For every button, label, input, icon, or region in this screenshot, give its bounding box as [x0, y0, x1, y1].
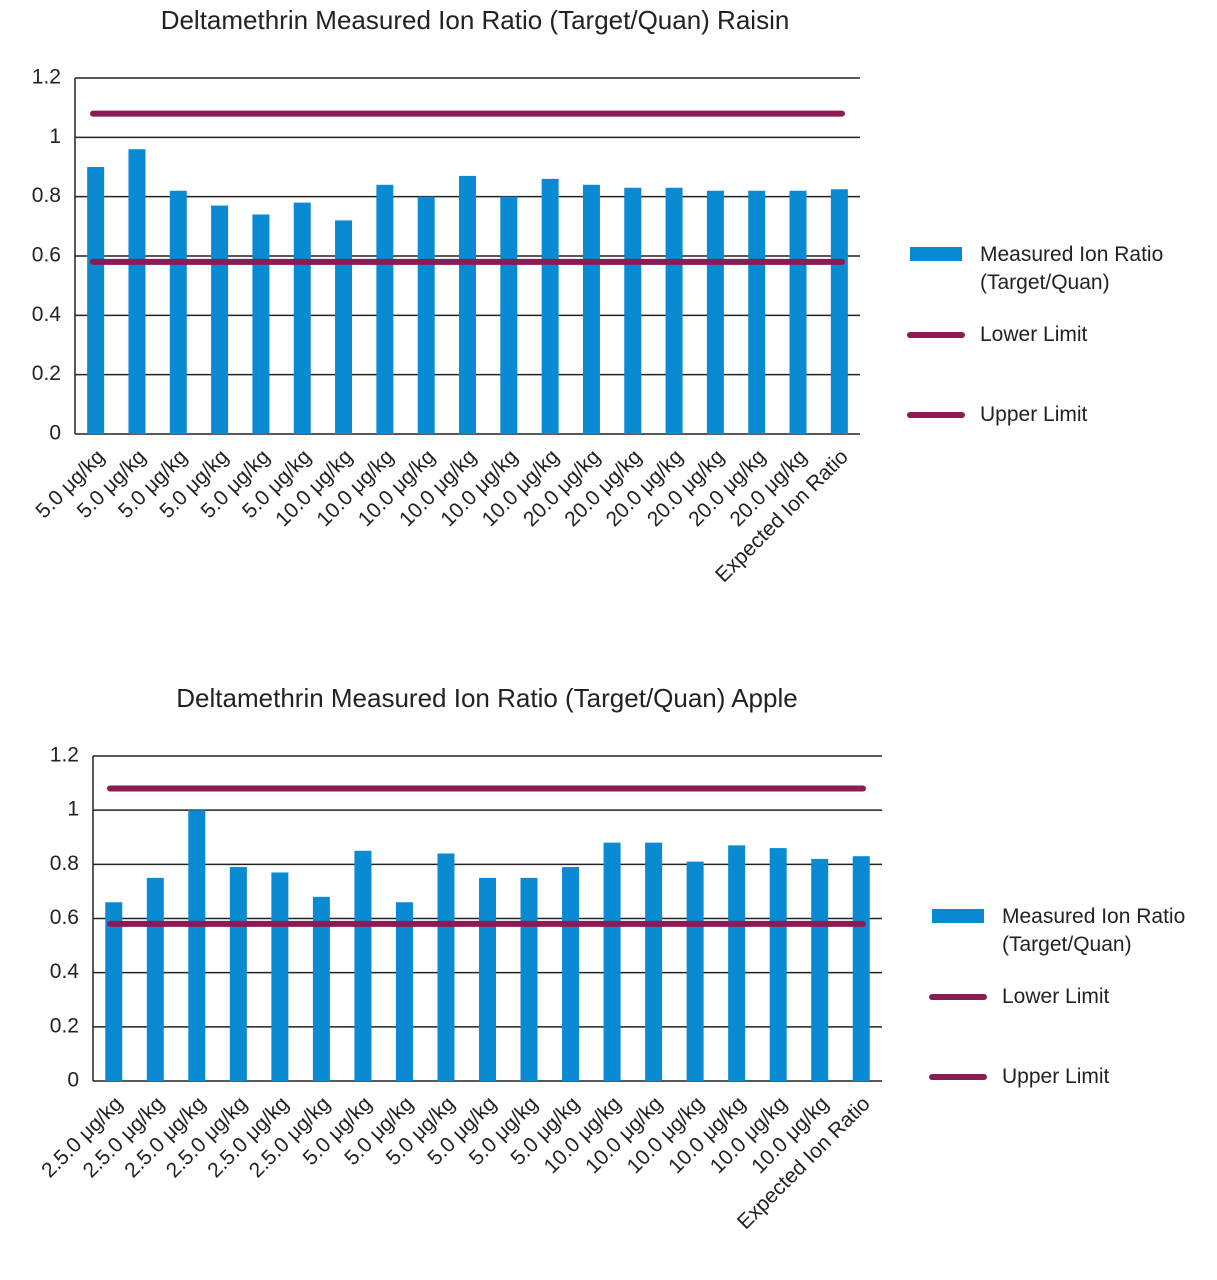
bar	[479, 877, 496, 1081]
legend-label: Upper Limit	[980, 403, 1088, 426]
bar	[500, 196, 518, 434]
bar	[376, 184, 394, 434]
bar	[437, 853, 455, 1081]
bar	[562, 867, 580, 1081]
bar	[852, 856, 870, 1081]
bar	[146, 877, 164, 1081]
y-tick-label: 1.2	[50, 744, 79, 767]
bar	[211, 205, 229, 434]
bar	[229, 867, 247, 1081]
legend-label: Measured Ion Ratio (Target/Quan)	[980, 243, 1164, 294]
bar	[645, 842, 663, 1081]
y-tick-label: 0.8	[32, 184, 61, 207]
legend-label: Lower Limit	[980, 323, 1088, 346]
bar	[830, 189, 848, 434]
bar	[188, 810, 206, 1081]
legend-label: Upper Limit	[1002, 1065, 1110, 1088]
legend-swatch	[910, 247, 962, 261]
y-tick-label: 0.6	[50, 906, 79, 929]
legend-label: Measured Ion Ratio (Target/Quan)	[1002, 905, 1186, 956]
bar	[128, 149, 146, 434]
bar	[624, 187, 642, 434]
bar	[312, 896, 330, 1081]
bar	[541, 178, 559, 434]
bar	[395, 902, 413, 1081]
bar	[582, 184, 600, 434]
bar	[271, 872, 289, 1081]
y-tick-label: 1	[67, 798, 79, 821]
legend-swatch	[932, 909, 984, 923]
bar	[603, 842, 621, 1081]
bar	[459, 175, 476, 434]
bar	[252, 214, 270, 434]
bar	[665, 187, 683, 434]
bar	[293, 202, 311, 434]
bar	[105, 902, 123, 1081]
y-tick-label: 0.2	[32, 362, 61, 385]
y-tick-label: 0	[49, 422, 61, 445]
bar	[417, 196, 435, 434]
bar	[335, 220, 353, 434]
bar	[811, 858, 829, 1081]
y-tick-label: 1.2	[32, 66, 61, 89]
bar	[789, 190, 807, 434]
bar	[520, 877, 538, 1081]
y-tick-label: 0.4	[50, 960, 80, 983]
bar	[728, 845, 746, 1081]
y-tick-label: 0.2	[50, 1014, 79, 1037]
chart-title: Deltamethrin Measured Ion Ratio (Target/…	[161, 5, 790, 35]
y-tick-label: 0.4	[32, 303, 62, 326]
bar	[748, 190, 766, 434]
y-tick-label: 0	[67, 1069, 79, 1092]
bar	[769, 848, 787, 1081]
y-tick-label: 0.8	[50, 852, 79, 875]
legend-label: Lower Limit	[1002, 985, 1110, 1008]
bar	[706, 190, 724, 434]
y-tick-label: 1	[49, 125, 61, 148]
bar	[354, 850, 372, 1081]
bar	[169, 190, 187, 434]
chart-title: Deltamethrin Measured Ion Ratio (Target/…	[176, 683, 797, 713]
bar	[87, 167, 105, 434]
y-tick-label: 0.6	[32, 244, 61, 267]
bar	[686, 861, 704, 1081]
